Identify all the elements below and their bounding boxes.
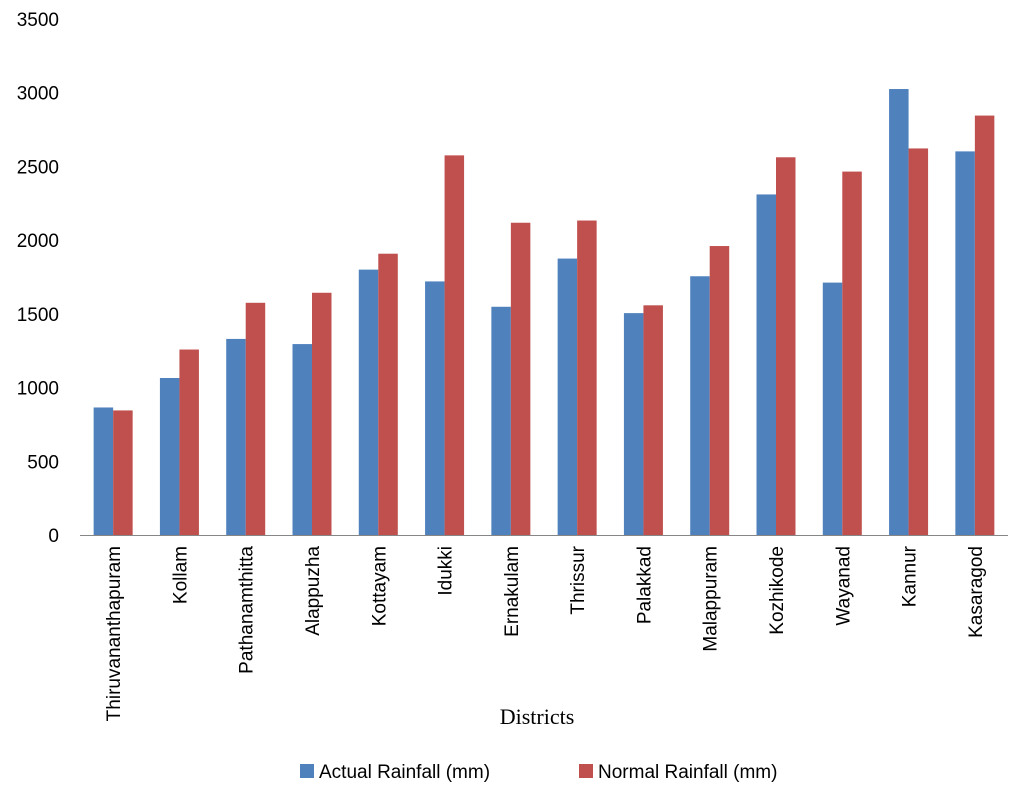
y-axis-ticks: 0 500 1000 1500 2000 2500 3000 3500	[17, 10, 59, 547]
normal-rainfall-bar	[776, 157, 796, 536]
x-category-label: Thiruvananthapuram	[104, 546, 125, 721]
normal-rainfall-bar	[378, 253, 398, 535]
actual-rainfall-bar	[159, 377, 180, 535]
normal-rainfall-bar	[908, 148, 929, 535]
x-category-label: Wayanad	[833, 546, 854, 626]
y-tick-label: 1500	[17, 305, 59, 326]
x-category-label: Alappuzha	[303, 546, 324, 636]
y-tick-label: 0	[48, 526, 59, 547]
x-category-label: Ernakulam	[502, 546, 523, 637]
x-category-label: Kollam	[170, 546, 191, 604]
x-category-label: Kasaragod	[966, 546, 987, 638]
actual-rainfall-bar	[889, 89, 909, 535]
x-category-label: Kottayam	[369, 546, 390, 626]
normal-rainfall-bar	[643, 305, 663, 535]
normal-rainfall-bar	[974, 115, 995, 535]
x-category-label: Pathanamthitta	[237, 546, 258, 674]
y-tick-label: 2000	[17, 231, 59, 252]
x-category-label: Malappuram	[701, 546, 722, 652]
y-tick-label: 2500	[17, 157, 59, 178]
legend-swatch-actual	[300, 764, 314, 778]
legend-label-normal: Normal Rainfall (mm)	[598, 762, 777, 783]
actual-rainfall-bar	[93, 407, 114, 535]
x-category-label: Idukki	[436, 546, 457, 596]
y-tick-label: 3000	[17, 84, 59, 105]
actual-rainfall-bar	[358, 269, 379, 535]
x-axis-title: Districts	[500, 704, 575, 729]
y-tick-label: 1000	[17, 379, 59, 400]
legend-label-actual: Actual Rainfall (mm)	[319, 762, 490, 783]
legend-swatch-normal	[579, 764, 593, 778]
y-tick-label: 3500	[17, 10, 59, 31]
normal-rainfall-bar	[179, 349, 199, 535]
x-category-label: Kannur	[900, 545, 921, 607]
legend: Actual Rainfall (mm) Normal Rainfall (mm)	[300, 762, 777, 783]
actual-rainfall-bar	[955, 151, 975, 535]
actual-rainfall-bar	[226, 338, 246, 535]
actual-rainfall-bar	[690, 276, 710, 535]
actual-rainfall-bar	[557, 258, 578, 535]
actual-rainfall-bar	[491, 306, 511, 535]
x-axis-category-labels: Thiruvananthapuram Kollam Pathanamthitta Al…	[104, 545, 987, 721]
normal-rainfall-bar	[510, 222, 531, 535]
actual-rainfall-bar	[623, 313, 644, 535]
actual-rainfall-bar	[756, 194, 776, 535]
x-category-label: Kozhikode	[767, 546, 788, 635]
normal-rainfall-bar	[113, 410, 133, 535]
bars-group	[93, 89, 995, 536]
normal-rainfall-bar	[842, 171, 862, 535]
normal-rainfall-bar	[444, 155, 465, 535]
normal-rainfall-bar	[577, 220, 597, 535]
normal-rainfall-bar	[312, 292, 332, 535]
x-category-label: Palakkad	[634, 546, 655, 624]
normal-rainfall-bar	[245, 302, 266, 535]
actual-rainfall-bar	[822, 282, 843, 535]
x-category-label: Thrissur	[568, 545, 589, 614]
actual-rainfall-bar	[292, 344, 312, 535]
y-tick-label: 500	[27, 452, 59, 473]
actual-rainfall-bar	[425, 281, 445, 535]
normal-rainfall-bar	[709, 246, 730, 536]
